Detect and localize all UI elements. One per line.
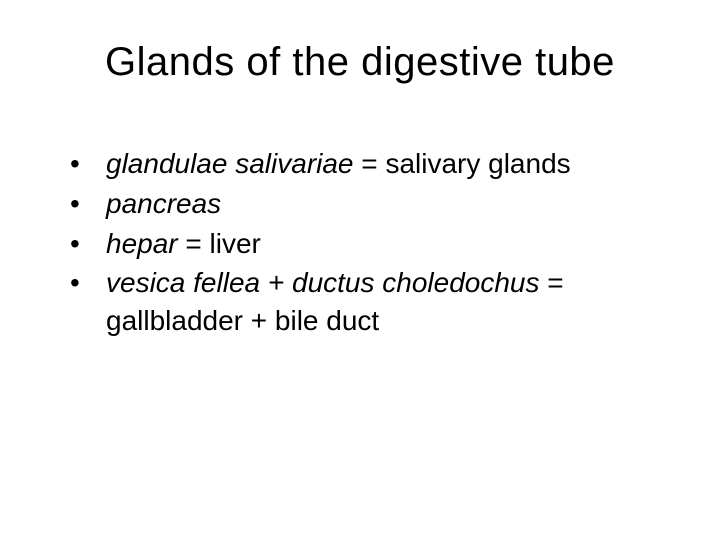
translation: salivary glands — [385, 148, 570, 179]
translation: liver — [210, 228, 261, 259]
latin-term: vesica fellea + ductus choledochus — [106, 267, 540, 298]
list-item: vesica fellea + ductus choledochus = gal… — [70, 264, 670, 340]
translation: gallbladder + bile duct — [106, 305, 379, 336]
bullet-list: glandulae salivariae = salivary glands p… — [50, 145, 670, 340]
latin-term: pancreas — [106, 188, 221, 219]
slide-title: Glands of the digestive tube — [50, 40, 670, 85]
slide-container: Glands of the digestive tube glandulae s… — [0, 0, 720, 540]
latin-term: hepar — [106, 228, 178, 259]
separator: = — [540, 267, 564, 298]
separator: = — [178, 228, 210, 259]
list-item: glandulae salivariae = salivary glands — [70, 145, 670, 183]
latin-term: glandulae salivariae — [106, 148, 354, 179]
list-item: pancreas — [70, 185, 670, 223]
separator: = — [354, 148, 386, 179]
list-item: hepar = liver — [70, 225, 670, 263]
